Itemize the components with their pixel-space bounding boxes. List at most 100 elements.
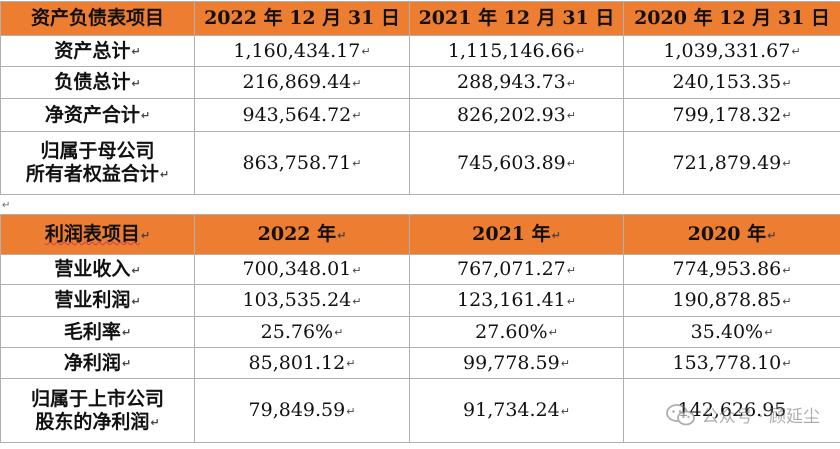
watermark: 公众号 · 顾延尘 [665,402,820,427]
paragraph-mark-icon: ↵ [566,157,576,170]
income-header-item: 利润表项目↵ [0,214,195,255]
paragraph-mark-icon: ↵ [566,263,576,277]
table-row: 净利润↵ 85,801.12↵ 99,778.59↵ 153,778.10↵ [0,347,840,379]
table-row: 净资产合计↵ 943,564.72↵ 826,202.93↵ 799,178.3… [0,98,840,132]
paragraph-mark-icon: ↵ [782,109,792,122]
paragraph-mark-icon: ↵ [2,200,11,211]
cell-value: 99,778.59↵ [409,347,624,379]
wechat-icon [665,403,695,425]
row-label: 净利润↵ [0,347,195,379]
paragraph-mark-icon: ↵ [566,76,576,90]
cell-value: 700,348.01↵ [194,254,410,285]
paragraph-mark-icon: ↵ [551,228,561,242]
table-row: 毛利率↵ 25.76%↵ 27.60%↵ 35.40%↵ [0,316,840,348]
income-header-2021: 2021 年↵ [409,214,624,255]
paragraph-mark-icon: ↵ [782,157,792,170]
cell-value: 745,603.89↵ [409,131,624,195]
income-header-row: 利润表项目↵ 2022 年↵ 2021 年↵ 2020 年↵ [0,214,840,255]
cell-value: 774,953.86↵ [623,254,840,285]
paragraph-mark-icon: ↵ [782,76,792,90]
paragraph-mark-icon: ↵ [361,45,371,58]
paragraph-mark-icon: ↵ [767,228,777,242]
paragraph-mark-icon: ↵ [575,45,586,58]
income-header-2022: 2022 年↵ [194,214,410,255]
paragraph-mark-icon: ↵ [352,157,362,170]
row-label: 营业利润↵ [0,284,195,317]
balance-header-item: 资产负债表项目 [0,1,195,36]
cell-value: 1,115,146.66↵ [409,35,624,67]
paragraph-mark-icon: ↵ [337,228,347,242]
table-row: 负债总计↵ 216,869.44↵ 288,943.73↵ 240,153.35… [0,66,840,99]
row-label: 营业收入↵ [0,254,195,285]
paragraph-mark-icon: ↵ [131,263,141,277]
paragraph-mark-icon: ↵ [782,357,792,370]
cell-value: 943,564.72↵ [194,98,410,132]
cell-value: 79,849.59↵ [194,378,410,443]
row-label: 归属于母公司 所有者权益合计↵ [0,131,195,195]
balance-header-2020: 2020 年 12 月 31 日 [623,1,840,36]
paragraph-mark-icon: ↵ [560,404,570,418]
cell-value: 216,869.44↵ [194,66,410,99]
row-label: 归属于上市公司 股东的净利润↵ [0,378,195,443]
cell-value: 190,878.85↵ [623,284,840,317]
cell-value: 721,879.49↵ [623,131,840,195]
table-row: 归属于上市公司 股东的净利润↵ 79,849.59↵ 91,734.24↵ 14… [0,378,840,443]
row-label: 净资产合计↵ [0,98,195,132]
paragraph-mark-icon: ↵ [334,326,344,339]
income-statement-table: 利润表项目↵ 2022 年↵ 2021 年↵ 2020 年↵ 营业收入↵ 700… [0,214,840,443]
watermark-text: 公众号 · 顾延尘 [701,407,820,427]
balance-header-2022: 2022 年 12 月 31 日 [194,1,410,36]
paragraph-mark-icon: ↵ [140,228,151,242]
cell-value: 799,178.32↵ [623,98,840,132]
table-row: 营业利润↵ 103,535.24↵ 123,161.41↵ 190,878.85… [0,284,840,317]
cell-value: 27.60%↵ [409,316,624,348]
cell-value: 1,039,331.67↵ [623,35,840,67]
balance-header-2021: 2021 年 12 月 31 日 [409,1,624,36]
paragraph-mark-icon: ↵ [560,357,570,370]
cell-value: 240,153.35↵ [623,66,840,99]
paragraph-mark-icon: ↵ [346,357,356,370]
cell-value: 826,202.93↵ [409,98,624,132]
row-label: 毛利率↵ [0,316,195,348]
cell-value: 123,161.41↵ [409,284,624,317]
income-header-2020: 2020 年↵ [623,214,840,255]
cell-value: 25.76%↵ [194,316,410,348]
paragraph-mark-icon: ↵ [352,109,362,122]
cell-value: 767,071.27↵ [409,254,624,285]
row-label: 负债总计↵ [0,66,195,99]
paragraph-mark-icon: ↵ [346,404,356,418]
paragraph-mark-icon: ↵ [131,45,141,58]
paragraph-mark-icon: ↵ [352,263,362,277]
cell-value: 35.40%↵ [623,316,840,348]
cell-value: 288,943.73↵ [409,66,624,99]
paragraph-mark-icon: ↵ [131,76,141,90]
paragraph-mark-icon: ↵ [791,45,801,58]
paragraph-mark-icon: ↵ [782,263,792,277]
cell-value: 1,160,434.17↵ [194,35,410,67]
paragraph-mark-icon: ↵ [548,326,558,339]
paragraph-mark-icon: ↵ [150,415,160,429]
paragraph-mark-icon: ↵ [352,294,362,308]
paragraph-mark-icon: ↵ [131,294,141,308]
paragraph-mark-icon: ↵ [121,357,132,370]
paragraph-mark-icon: ↵ [566,294,576,308]
cell-value: 103,535.24↵ [194,284,410,317]
balance-sheet-table: 资产负债表项目 2022 年 12 月 31 日 2021 年 12 月 31 … [0,1,840,195]
paragraph-mark-icon: ↵ [352,76,362,90]
cell-value: 142,626.95 [623,378,840,443]
paragraph-mark-icon: ↵ [782,294,792,308]
row-label: 资产总计↵ [0,35,195,67]
paragraph-mark-icon: ↵ [764,326,774,339]
cell-value: 91,734.24↵ [409,378,624,443]
cell-value: 153,778.10↵ [623,347,840,379]
cell-value: 85,801.12↵ [194,347,410,379]
paragraph-mark-icon: ↵ [121,326,132,339]
table-row: 归属于母公司 所有者权益合计↵ 863,758.71↵ 745,603.89↵ … [0,131,840,195]
paragraph-mark-icon: ↵ [159,168,170,182]
balance-header-row: 资产负债表项目 2022 年 12 月 31 日 2021 年 12 月 31 … [0,1,840,36]
table-row: 营业收入↵ 700,348.01↵ 767,071.27↵ 774,953.86… [0,254,840,285]
paragraph-mark-icon: ↵ [140,109,151,122]
paragraph-mark-icon: ↵ [566,109,576,122]
table-row: 资产总计↵ 1,160,434.17↵ 1,115,146.66↵ 1,039,… [0,35,840,67]
cell-value: 863,758.71↵ [194,131,410,195]
